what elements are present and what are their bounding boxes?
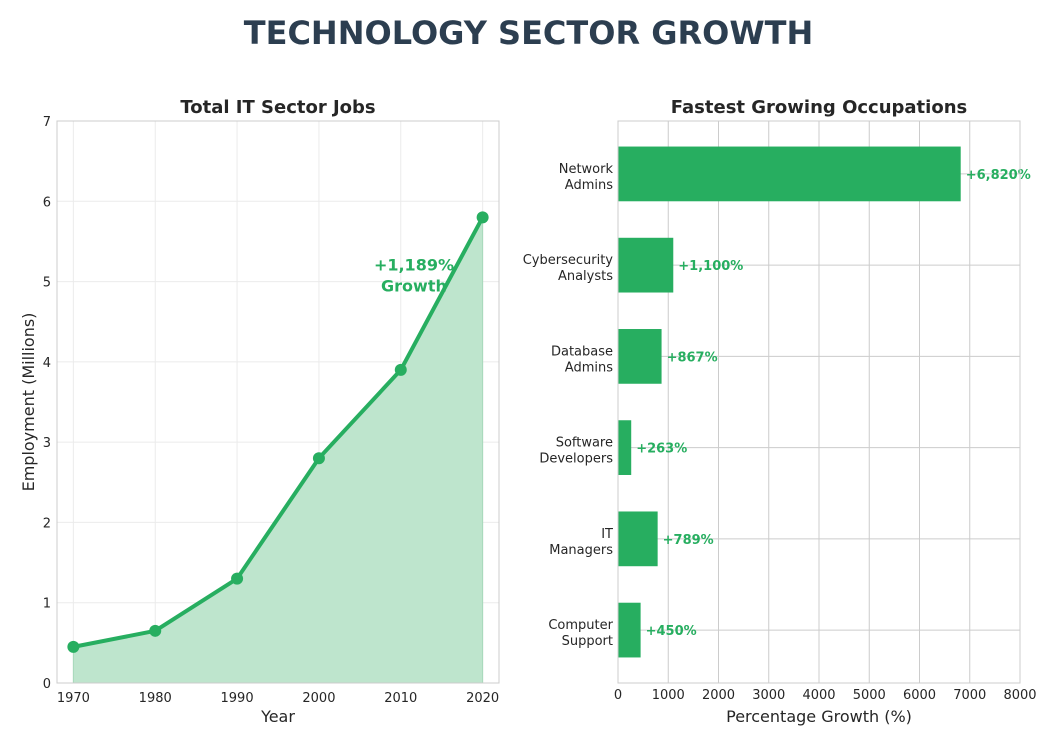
y-tick-label: 2 [43,516,51,531]
annotation-text: +1,189% [374,256,454,275]
x-tick-label: 6000 [903,688,936,703]
x-tick-label: 8000 [1003,688,1036,703]
data-label: +789% [663,533,714,548]
x-tick-label: 4000 [802,688,835,703]
chart-title: Fastest Growing Occupations [671,97,967,118]
data-point [394,363,407,376]
category-label: Developers [539,452,613,467]
y-tick-label: 5 [43,276,51,291]
data-label: +263% [636,442,687,457]
data-point [231,572,244,585]
data-point [312,452,325,465]
y-tick-label: 1 [43,597,51,612]
category-label: Computer [548,618,613,633]
plot-frame [617,120,1021,684]
x-axis-label: Year [260,707,295,726]
annotation-text: Growth [381,277,447,296]
chart-title: Total IT Sector Jobs [180,97,375,118]
category-label: Database [551,344,613,359]
x-tick-label: 2020 [466,691,499,706]
x-tick-label: 2000 [302,691,335,706]
y-tick-label: 3 [43,436,51,451]
main-title: TECHNOLOGY SECTOR GROWTH [243,14,814,52]
bar [618,420,632,475]
bar [618,146,961,202]
category-label: Cybersecurity [523,253,614,268]
plot-frame [56,120,500,684]
y-tick-label: 7 [43,115,51,130]
bar [618,602,641,658]
x-tick-label: 1990 [221,691,254,706]
data-label: +1,100% [678,259,743,274]
x-tick-label: 2010 [384,691,417,706]
category-label: Software [556,436,613,451]
y-tick-label: 6 [43,195,51,210]
category-label: Admins [565,360,613,375]
x-axis-label: Percentage Growth (%) [726,707,912,726]
data-point [476,211,489,224]
x-tick-label: 0 [614,688,622,703]
data-point [67,640,80,653]
x-tick-label: 7000 [953,688,986,703]
x-tick-label: 5000 [853,688,886,703]
series-line [72,216,485,649]
data-point [149,624,162,637]
data-label: +450% [646,624,697,639]
x-tick-label: 3000 [752,688,785,703]
bar [618,329,662,384]
category-label: Network [559,162,614,177]
data-label: +6,820% [966,168,1031,183]
category-label: Analysts [558,269,613,284]
x-tick-label: 1970 [57,691,90,706]
y-axis-label: Employment (Millions) [19,313,38,492]
bar [618,511,658,567]
y-tick-label: 4 [43,356,51,371]
category-label: IT [601,527,613,542]
category-label: Managers [549,543,613,558]
data-label: +867% [667,350,718,365]
y-tick-label: 0 [43,677,51,692]
bar [618,237,674,293]
x-tick-label: 1000 [652,688,685,703]
x-tick-label: 2000 [702,688,735,703]
category-label: Admins [565,178,613,193]
category-label: Support [562,634,613,649]
x-tick-label: 1980 [139,691,172,706]
